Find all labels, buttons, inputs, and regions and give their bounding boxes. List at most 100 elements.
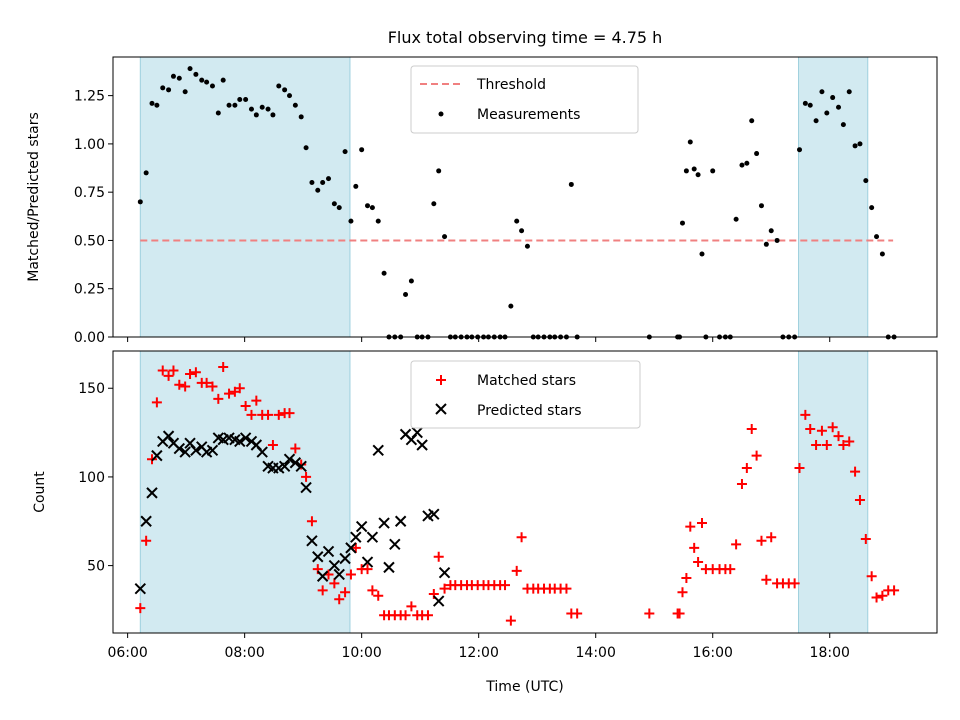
measurement-point xyxy=(253,112,259,118)
measurement-point xyxy=(137,199,143,205)
top-y-label: Matched/Predicted stars xyxy=(26,112,42,282)
legend-matched-label: Matched stars xyxy=(477,373,576,389)
matched-point xyxy=(317,585,328,596)
measurement-point xyxy=(819,89,825,95)
measurement-point xyxy=(852,143,858,149)
measurement-point xyxy=(320,180,326,186)
matched-point xyxy=(821,440,832,450)
measurement-point xyxy=(699,251,705,257)
measurement-point xyxy=(879,251,885,257)
matched-point xyxy=(224,388,235,399)
matched-point xyxy=(761,574,772,585)
predicted-point xyxy=(432,595,445,607)
measurement-point xyxy=(840,122,846,128)
measurement-point xyxy=(143,170,149,176)
measurement-point xyxy=(375,218,381,224)
measurement-point xyxy=(248,106,254,112)
measurement-point xyxy=(282,87,288,93)
matched-point xyxy=(689,542,700,553)
matched-point xyxy=(681,573,692,584)
top-axes-frame xyxy=(112,56,938,338)
measurement-point xyxy=(802,100,808,106)
measurement-point xyxy=(824,110,830,116)
matched-point xyxy=(751,450,762,461)
predicted-point xyxy=(339,552,351,565)
matched-point xyxy=(561,583,572,594)
legend-predicted-label: Predicted stars xyxy=(477,403,582,419)
matched-point xyxy=(201,377,212,388)
measurement-point xyxy=(243,96,249,102)
bottom-y-axis: 50 100 150 xyxy=(78,381,113,575)
legend-predicted-swatch xyxy=(435,403,447,415)
top-y-axis: 0.00 0.25 0.50 0.75 1.00 1.25 xyxy=(74,89,113,346)
matched-point xyxy=(805,424,816,435)
matched-point xyxy=(306,516,317,527)
predicted-point xyxy=(134,582,147,595)
matched-point xyxy=(794,463,805,474)
bottom-x-label: Time (UTC) xyxy=(485,679,563,695)
measurement-point xyxy=(874,234,880,240)
measurement-point xyxy=(292,102,298,108)
matched-point xyxy=(251,395,262,406)
measurement-point xyxy=(436,168,442,174)
measurement-point xyxy=(739,162,745,168)
predicted-point xyxy=(289,457,302,469)
matched-point xyxy=(685,521,696,532)
measurement-point xyxy=(408,278,414,284)
matched-point xyxy=(811,440,822,450)
measurement-point xyxy=(209,83,215,89)
measurement-point xyxy=(359,147,365,153)
predicted-point xyxy=(378,517,390,529)
matched-point xyxy=(350,542,361,553)
predicted-point xyxy=(333,568,345,581)
matched-point xyxy=(180,381,191,392)
measurement-point xyxy=(369,205,375,211)
bottom-x-axis: 06:00 08:00 10:00 12:00 14:00 16:00 18:00 xyxy=(107,633,850,661)
matched-point xyxy=(290,443,301,454)
measurement-point xyxy=(315,187,321,193)
matched-point xyxy=(334,594,345,605)
x-tick-label: 16:00 xyxy=(693,645,733,661)
measurement-point xyxy=(431,201,437,207)
measurement-point xyxy=(365,203,371,209)
measurement-point xyxy=(166,87,172,93)
measurement-point xyxy=(353,183,359,189)
matched-point xyxy=(693,557,704,568)
predicted-point xyxy=(438,566,451,579)
measurement-point xyxy=(176,75,182,81)
predicted-point xyxy=(428,508,440,520)
x-tick-label: 08:00 xyxy=(224,645,264,661)
bottom-legend: Matched stars Predicted stars xyxy=(410,360,641,429)
measurement-point xyxy=(381,270,387,276)
measurement-point xyxy=(754,151,760,157)
measurement-point xyxy=(797,147,803,153)
predicted-point xyxy=(300,481,312,494)
predicted-point xyxy=(146,487,158,499)
measurement-point xyxy=(342,149,348,155)
predicted-point xyxy=(366,531,379,543)
measurement-point xyxy=(519,228,525,234)
matched-point xyxy=(516,532,527,543)
measurement-point xyxy=(568,181,574,187)
matched-point xyxy=(500,580,511,591)
x-tick-label: 10:00 xyxy=(341,645,381,661)
measurement-point xyxy=(857,141,863,147)
matched-point xyxy=(866,571,877,582)
top-x-ticks xyxy=(127,337,831,342)
predicted-point xyxy=(278,460,291,472)
matched-point xyxy=(240,400,251,411)
matched-point xyxy=(207,381,218,392)
measurement-point xyxy=(170,73,176,79)
matched-point xyxy=(766,532,777,543)
matched-point xyxy=(439,583,450,594)
matched-point xyxy=(505,615,516,626)
measurement-point xyxy=(846,89,852,95)
measurement-point xyxy=(331,201,337,207)
matched-point xyxy=(367,585,378,596)
measurement-point xyxy=(298,114,304,120)
matched-point xyxy=(301,471,312,482)
measurement-point xyxy=(763,241,769,247)
matched-point xyxy=(833,431,844,442)
matched-point xyxy=(746,424,757,435)
matched-point xyxy=(433,551,444,562)
